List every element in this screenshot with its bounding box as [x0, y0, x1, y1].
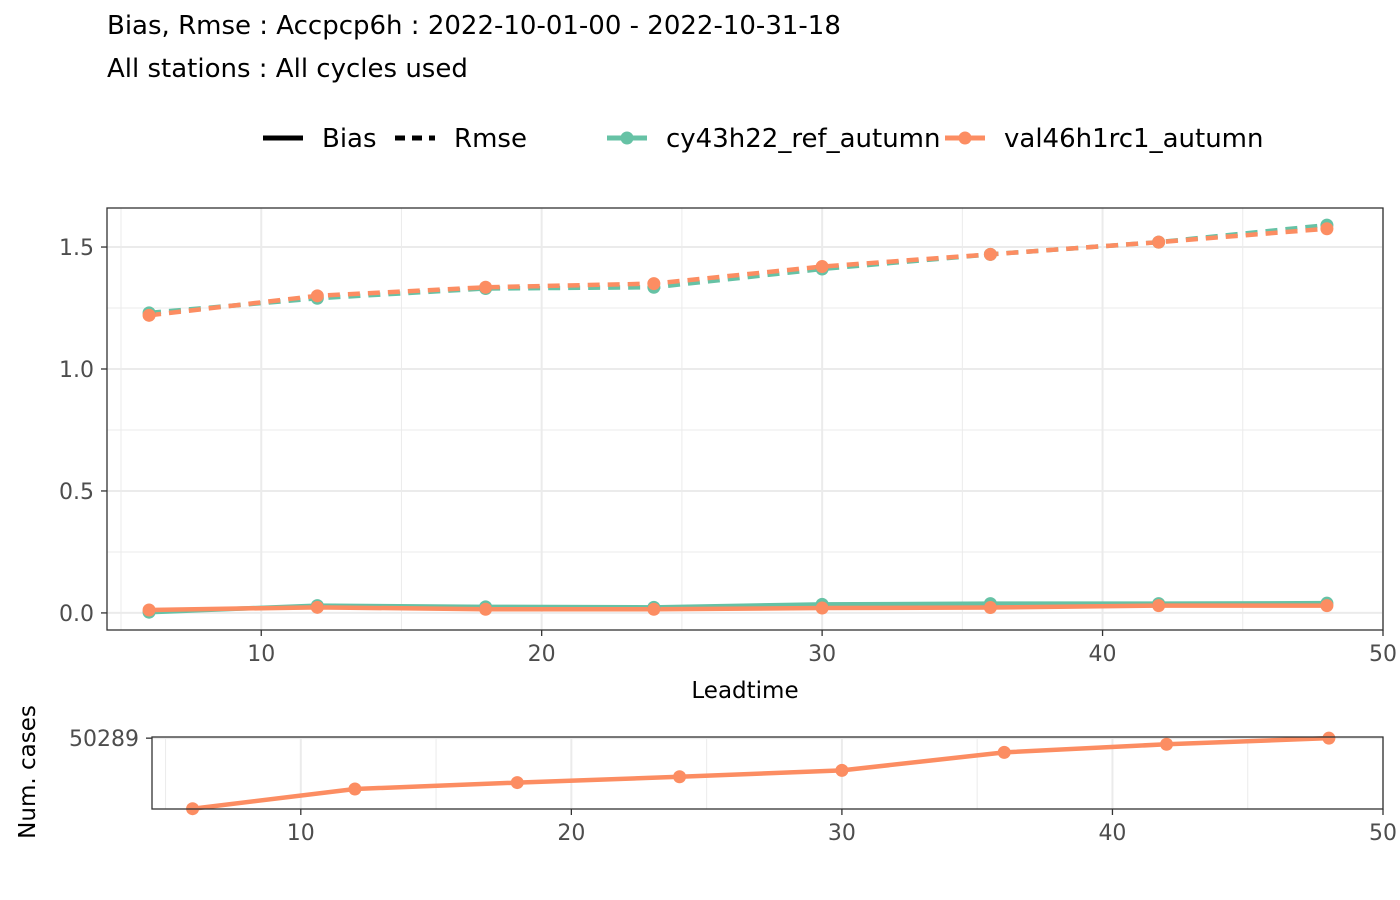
data-point [510, 776, 524, 790]
legend-model1-key-marker [620, 131, 634, 145]
data-point [1160, 737, 1174, 751]
y-tick-label: 1.0 [59, 358, 94, 383]
x-tick-label: 10 [247, 642, 275, 667]
chart-subtitle: All stations : All cycles used [107, 54, 468, 84]
x-tick-label: 10 [287, 821, 315, 846]
data-point [647, 277, 661, 291]
series-line-bias-model2 [149, 603, 1327, 613]
data-point [479, 602, 493, 616]
data-point [479, 280, 493, 294]
x-tick-label: 40 [1089, 642, 1117, 667]
x-tick-label: 50 [1369, 642, 1397, 667]
x-tick-label: 30 [828, 821, 856, 846]
panel-border [106, 207, 1384, 631]
x-tick-label: 40 [1098, 821, 1126, 846]
data-point [835, 763, 849, 777]
x-tick-label: 30 [808, 642, 836, 667]
y-tick-label: 50289 [69, 727, 139, 752]
data-point [142, 308, 156, 322]
data-point [983, 247, 997, 261]
data-point [997, 745, 1011, 759]
x-tick-label: 20 [557, 821, 585, 846]
data-point [647, 602, 661, 616]
data-point [1152, 599, 1166, 613]
x-tick-label: 50 [1369, 821, 1397, 846]
data-point [310, 600, 324, 614]
series-line-model1 [192, 735, 1329, 811]
main-plot-panel: 10 20 30 40 50 0.0 0.5 1.0 1.5 [59, 207, 1397, 667]
legend: Bias Rmse cy43h22_ref_autumn val46h1rc1_… [263, 124, 1264, 154]
data-point [815, 260, 829, 274]
chart-title: Bias, Rmse : Accpcp6h : 2022-10-01-00 - … [107, 11, 841, 41]
data-point [1322, 731, 1336, 745]
data-point [1320, 599, 1334, 613]
legend-label-model1: cy43h22_ref_autumn [666, 124, 941, 154]
legend-label-model2: val46h1rc1_autumn [1004, 124, 1264, 154]
series-line-rmse-model2 [148, 226, 1328, 318]
data-point [1320, 222, 1334, 236]
data-point [983, 601, 997, 615]
data-point [348, 782, 362, 796]
y-tick-label: 1.5 [59, 236, 94, 261]
data-point [142, 603, 156, 617]
data-point [310, 289, 324, 303]
x-tick-label: 20 [528, 642, 556, 667]
legend-label-bias: Bias [322, 124, 377, 154]
data-point [673, 770, 687, 784]
data-point [1152, 235, 1166, 249]
y-tick-label: 0.0 [59, 602, 94, 627]
y-tick-label: 0.5 [59, 480, 94, 505]
series-line-rmse-model1 [148, 222, 1328, 316]
cases-plot-panel: 10 20 30 40 50 50289 [69, 727, 1397, 846]
panel-border [151, 736, 1384, 810]
data-point [815, 601, 829, 615]
cases-y-axis-title: Num. cases [15, 705, 41, 839]
legend-label-rmse: Rmse [454, 124, 527, 154]
legend-model2-key-marker [958, 131, 972, 145]
main-x-axis-title: Leadtime [691, 678, 798, 704]
